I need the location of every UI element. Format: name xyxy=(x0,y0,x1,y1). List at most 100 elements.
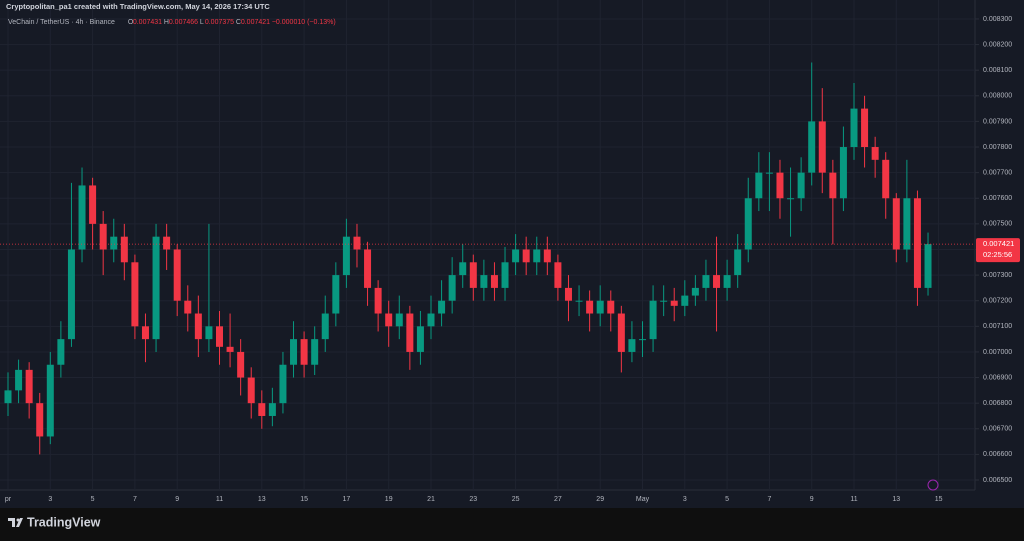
last-price-label: 0.007421 xyxy=(983,239,1014,248)
ohlc-label: L xyxy=(200,19,204,26)
candle-body xyxy=(300,339,308,365)
x-tick-label: 25 xyxy=(512,496,520,503)
candle-body xyxy=(459,262,467,276)
candle-body xyxy=(57,339,65,365)
candle-body xyxy=(564,287,572,301)
x-tick-label: 3 xyxy=(683,496,687,503)
x-tick-label: 15 xyxy=(935,496,943,503)
change: −0.000010 (−0.13%) xyxy=(272,19,336,26)
candle-body xyxy=(713,275,721,288)
attribution: Cryptopolitan_pa1 created with TradingVi… xyxy=(6,2,270,11)
y-tick-label: 0.007600 xyxy=(983,195,1012,202)
legend-row: VeChain / TetherUS · 4h · Binance O 0.007… xyxy=(8,19,336,26)
x-tick-label: 5 xyxy=(91,496,95,503)
candle-body xyxy=(321,313,329,340)
candle-body xyxy=(639,339,646,341)
alert-icon[interactable] xyxy=(927,479,939,491)
candle-body xyxy=(913,198,921,288)
candle-body xyxy=(427,313,435,327)
y-tick-label: 0.006600 xyxy=(983,451,1012,458)
candle-body xyxy=(141,326,149,340)
candle-body xyxy=(861,108,869,148)
y-tick-label: 0.006700 xyxy=(983,426,1012,433)
logo-dot xyxy=(16,518,20,522)
candle-body xyxy=(501,262,509,288)
candle-body xyxy=(871,147,879,160)
candle-body xyxy=(89,185,97,224)
candle-body xyxy=(734,249,742,276)
candle-body xyxy=(691,287,699,296)
logo: TradingView xyxy=(8,515,101,529)
candle-body xyxy=(744,198,752,250)
y-tick-label: 0.008300 xyxy=(983,16,1012,23)
candle-body xyxy=(78,185,86,250)
candle-body xyxy=(311,339,319,365)
candle-body xyxy=(110,236,118,250)
footer-bar xyxy=(0,508,1024,541)
x-tick-label: 13 xyxy=(258,496,266,503)
y-tick-label: 0.008200 xyxy=(983,41,1012,48)
candle-body xyxy=(670,300,678,306)
x-tick-label: 11 xyxy=(850,496,857,503)
candle-body xyxy=(258,403,266,416)
y-tick-label: 0.007000 xyxy=(983,349,1012,356)
candle-body xyxy=(490,275,498,288)
candle-body xyxy=(374,287,382,314)
symbol-title: VeChain / TetherUS · 4h · Binance xyxy=(8,19,115,26)
ohlc-value: 0.007466 xyxy=(169,19,198,26)
candle-body xyxy=(173,249,181,301)
candle-body xyxy=(416,326,424,352)
y-tick-label: 0.006800 xyxy=(983,400,1012,407)
x-tick-label: 3 xyxy=(48,496,52,503)
candle-body xyxy=(586,300,594,314)
candle-body xyxy=(120,236,128,263)
candle-body xyxy=(67,249,75,340)
ohlc-value: 0.007431 xyxy=(133,19,162,26)
candle-body xyxy=(406,313,414,352)
candle-body xyxy=(512,249,520,263)
y-tick-label: 0.006900 xyxy=(983,374,1012,381)
candle-body xyxy=(99,223,107,250)
ohlc-value: 0.007375 xyxy=(205,19,234,26)
candle-body xyxy=(903,198,911,250)
candle-body xyxy=(607,300,615,314)
x-tick-label: 5 xyxy=(725,496,729,503)
ohlc-label: C xyxy=(236,19,241,26)
candle-body xyxy=(596,300,604,314)
candle-body xyxy=(480,275,488,288)
countdown: 02:25:56 xyxy=(983,250,1012,259)
x-tick-label: 9 xyxy=(810,496,814,503)
x-tick-label: 29 xyxy=(596,496,604,503)
y-tick-label: 0.007300 xyxy=(983,272,1012,279)
x-tick-label: 7 xyxy=(767,496,771,503)
ohlc-value: 0.007421 xyxy=(241,19,270,26)
candle-body xyxy=(438,300,446,314)
candle-body xyxy=(787,198,795,200)
y-tick-label: 0.007700 xyxy=(983,169,1012,176)
candle-body xyxy=(131,262,139,327)
x-tick-label: 21 xyxy=(427,496,435,503)
candle-body xyxy=(226,346,234,352)
candle-body xyxy=(152,236,160,340)
candle-body xyxy=(702,275,710,288)
candle-body xyxy=(216,326,223,347)
x-tick-label: 7 xyxy=(133,496,137,503)
y-tick-label: 0.007100 xyxy=(983,323,1012,330)
candle-body xyxy=(660,300,668,302)
candle-body xyxy=(617,313,625,352)
candle-body xyxy=(205,326,213,340)
candle-body xyxy=(543,249,551,263)
candle-body xyxy=(776,172,784,199)
candle-body xyxy=(194,313,202,340)
candle-body xyxy=(554,262,562,288)
candle-body xyxy=(882,159,890,199)
x-tick-label: pr xyxy=(5,496,12,503)
candle-body xyxy=(649,300,657,340)
ohlc-label: H xyxy=(164,19,169,26)
candle-body xyxy=(533,249,541,263)
y-tick-label: 0.007200 xyxy=(983,298,1012,305)
x-tick-label: 19 xyxy=(385,496,393,503)
ohlc-label: O xyxy=(128,19,134,26)
candle-body xyxy=(290,339,298,365)
